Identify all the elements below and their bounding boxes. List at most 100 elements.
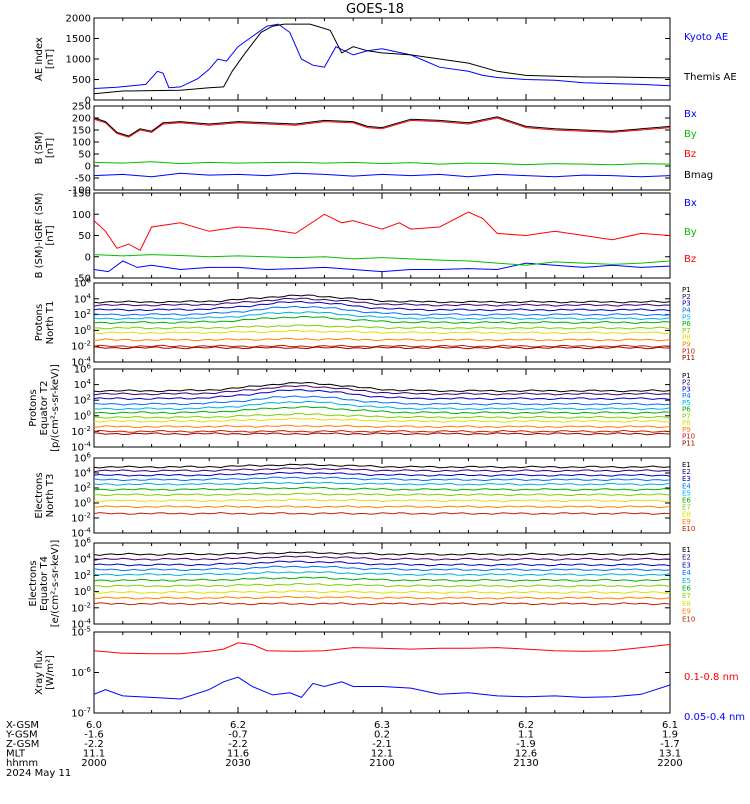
channel-legend-e8: E8 <box>682 600 691 608</box>
footer-value: -1.7 <box>660 739 680 750</box>
channel-line-e6 <box>94 486 670 492</box>
channel-line-p7 <box>94 324 670 330</box>
y-tick-label: 100 <box>72 210 91 221</box>
y-axis-label: AE Index <box>34 37 45 81</box>
channel-line-p5 <box>94 400 670 411</box>
channel-legend-e5: E5 <box>682 489 691 497</box>
footer-value: 12.6 <box>515 749 537 760</box>
channel-legend-p5: P5 <box>682 399 691 407</box>
channel-line-p8 <box>94 329 670 335</box>
y-tick-label: 104 <box>74 553 92 566</box>
channel-line-p1 <box>94 294 670 304</box>
channel-legend-p11: P11 <box>682 439 695 447</box>
channel-legend-e1: E1 <box>682 546 691 554</box>
y-axis-label: B (SM)-IGRF (SM) <box>34 193 45 279</box>
channel-legend-p5: P5 <box>682 313 691 321</box>
footer-row-label: Z-GSM <box>6 739 39 750</box>
y-axis-label: Equator T2 <box>39 381 50 436</box>
y-tick-label: 10-2 <box>71 601 91 614</box>
footer-value: 6.3 <box>374 720 390 731</box>
channel-line-p6 <box>94 315 670 325</box>
legend-0-1-0-8-nm: 0.1-0.8 nm <box>684 672 739 683</box>
panel-5: 10-4 10-2 100 102 104 106 Protons Equator T2 [p/… <box>28 363 695 454</box>
series-group <box>94 211 670 273</box>
y-tick-label: 10-4 <box>71 618 91 631</box>
channel-line-e8 <box>94 590 670 594</box>
channel-line-p4 <box>94 395 670 406</box>
y-tick-label: 10-2 <box>71 340 91 353</box>
y-axis-label: Equator T4 <box>39 556 50 611</box>
series-line-by <box>94 161 670 166</box>
channel-legend-p7: P7 <box>682 412 691 420</box>
panel-frame <box>93 631 671 714</box>
y-tick-label: 10-7 <box>71 707 91 720</box>
y-axis-label: Protons <box>28 389 39 426</box>
y-tick-label: 100 <box>72 138 91 149</box>
channel-legend-e7: E7 <box>682 592 691 600</box>
footer-value: 2200 <box>657 758 682 769</box>
y-tick-label: 50 <box>78 231 91 242</box>
channel-legend-p6: P6 <box>682 406 691 414</box>
channel-line-p6 <box>94 406 670 415</box>
legend-bz: Bz <box>684 254 696 265</box>
series-group <box>94 381 670 436</box>
y-tick-label: 100 <box>74 409 91 422</box>
footer-value: -1.6 <box>84 730 104 741</box>
y-tick-label: 106 <box>74 363 92 376</box>
channel-legend-e3: E3 <box>682 475 691 483</box>
y-axis-label: [nT] <box>45 138 56 158</box>
y-tick-label: 200 <box>72 114 91 125</box>
panel-1: 0 500 1000 1500 2000 AE Index [nT] <box>34 14 671 107</box>
channel-line-e7 <box>94 583 670 588</box>
y-tick-label: 104 <box>74 467 92 480</box>
channel-legend-e9: E9 <box>682 608 691 616</box>
footer-value: -1.9 <box>516 739 536 750</box>
y-axis-label: [p/(cm²-s-sr-keV)] <box>50 364 61 452</box>
y-tick-label: 150 <box>72 189 91 200</box>
y-tick-label: 1000 <box>66 55 91 66</box>
channel-legend-e1: E1 <box>682 461 691 469</box>
panel-7: 10-4 10-2 100 102 104 106 Electrons Equator T4[… <box>28 537 695 631</box>
series-line-bz <box>94 211 670 252</box>
panel-3: -50 0 50 100 150 B (SM)-IGRF (SM) [nT] <box>34 189 671 285</box>
y-tick-label: 100 <box>74 324 91 337</box>
channel-line-p5 <box>94 311 670 321</box>
footer-value: 11.1 <box>83 749 105 760</box>
y-tick-label: 10-5 <box>71 626 91 639</box>
channel-legend-e3: E3 <box>682 561 691 569</box>
y-tick-label: 10-4 <box>71 527 91 540</box>
footer-value: -2.2 <box>84 739 104 750</box>
series-line-0-05-0-4-nm <box>94 676 670 700</box>
channel-line-p3 <box>94 389 670 401</box>
y-tick-label: 0 <box>85 96 91 107</box>
channel-legend-p6: P6 <box>682 320 691 328</box>
y-tick-label: 10-4 <box>71 441 91 454</box>
y-tick-label: 106 <box>74 452 92 465</box>
y-tick-label: 150 <box>72 126 91 137</box>
y-tick-label: 106 <box>74 537 92 550</box>
channel-legend-p4: P4 <box>682 392 691 400</box>
channel-legend-p9: P9 <box>682 341 691 349</box>
y-tick-label: 0 <box>85 252 91 263</box>
channel-line-e8 <box>94 498 670 503</box>
series-line-0-1-0-8-nm <box>94 642 670 655</box>
channel-line-p9 <box>94 424 670 429</box>
footer-value: 6.2 <box>518 720 534 731</box>
footer-value: 2000 <box>81 758 106 769</box>
legend-bx: Bx <box>684 109 697 120</box>
legend-themis-ae: Themis AE <box>683 72 737 83</box>
channel-line-e3 <box>94 560 670 567</box>
channel-line-p3 <box>94 300 670 312</box>
footer-value: 1.9 <box>662 730 678 741</box>
channel-legend-p11: P11 <box>682 354 695 362</box>
footer-value: 2100 <box>369 758 394 769</box>
y-axis-label: Xray flux <box>34 650 45 695</box>
series-group <box>94 463 670 516</box>
channel-legend-p8: P8 <box>682 419 691 427</box>
y-tick-label: 102 <box>74 394 91 407</box>
channel-line-p11 <box>94 346 670 350</box>
series-line-bmag <box>94 116 670 137</box>
